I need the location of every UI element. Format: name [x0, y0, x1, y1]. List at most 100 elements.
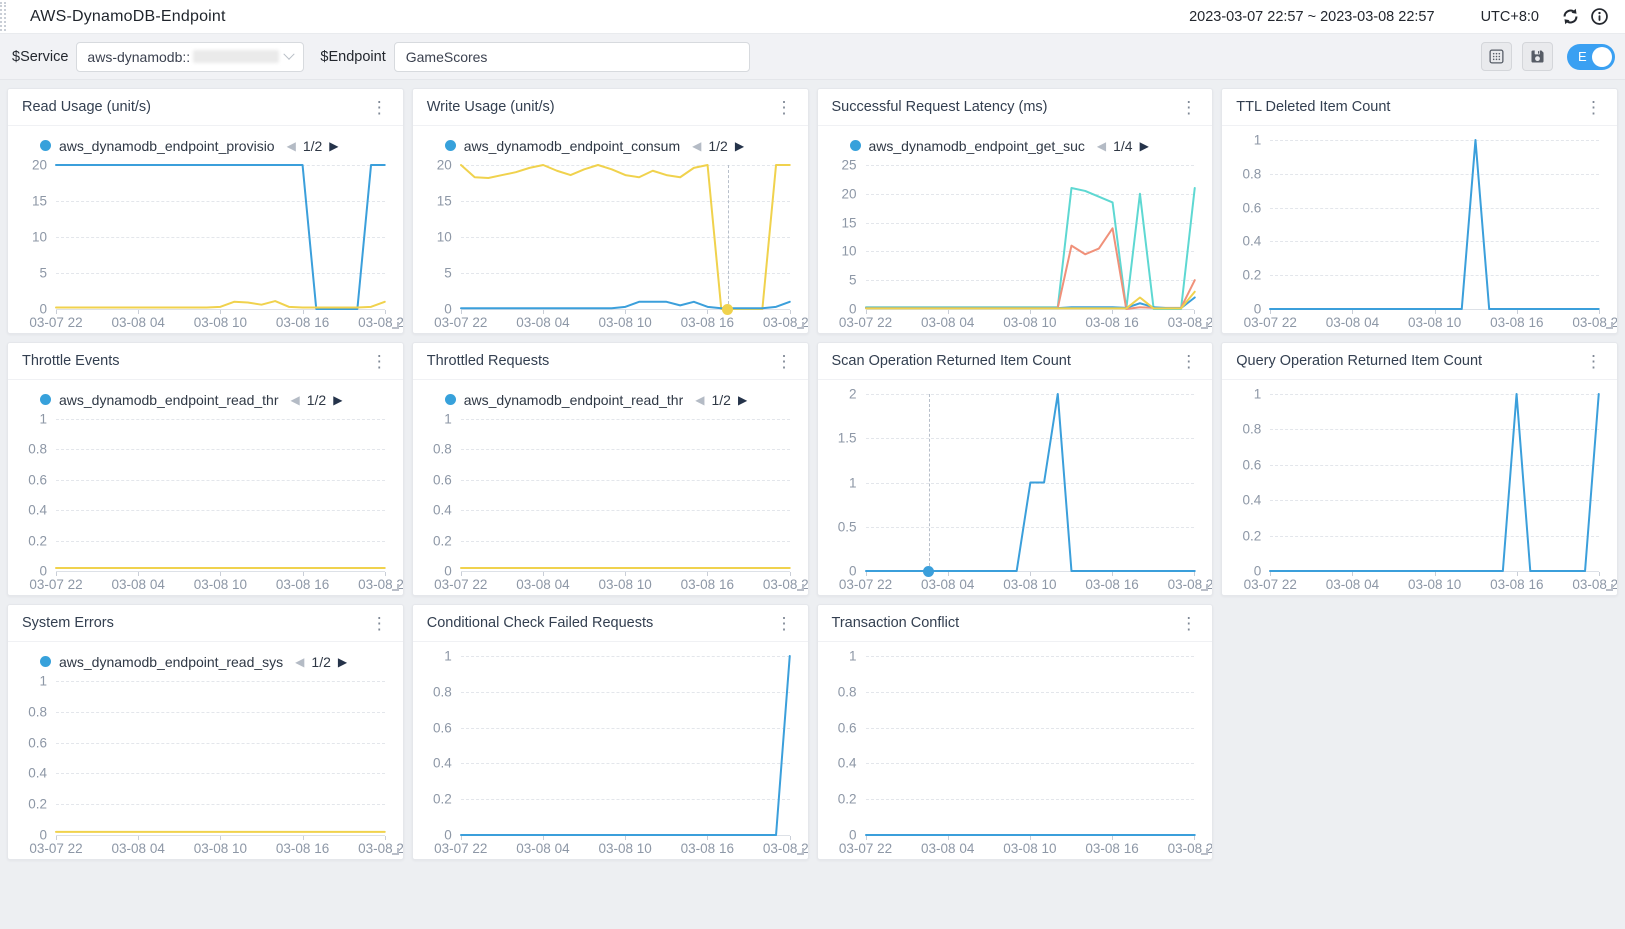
x-axis-label: 03-08 04 [1325, 577, 1380, 592]
series-plot [461, 656, 790, 835]
legend-next-icon[interactable]: ▶ [734, 138, 745, 153]
y-axis-label: 0 [444, 301, 452, 317]
legend-next-icon[interactable]: ▶ [737, 392, 748, 407]
x-tick-mark [1270, 310, 1272, 314]
save-button[interactable] [1522, 42, 1553, 71]
x-tick-mark [1029, 310, 1031, 314]
legend-series-label[interactable]: aws_dynamodb_endpoint_consum [463, 137, 681, 154]
legend-prev-icon[interactable]: ◀ [295, 654, 305, 669]
legend-prev-icon[interactable]: ◀ [695, 392, 705, 407]
resize-handle[interactable] [391, 584, 399, 591]
gridline [56, 711, 385, 713]
endpoint-input[interactable] [393, 41, 750, 72]
legend-series-dot[interactable] [40, 656, 51, 667]
legend-next-icon[interactable]: ▶ [329, 138, 339, 153]
x-axis-label: 03-08 10 [193, 841, 248, 856]
legend-series-label[interactable]: aws_dynamodb_endpoint_get_suc [868, 137, 1085, 154]
panel: Read Usage (unit/s) ⋮ aws_dynamodb_endpoin… [7, 88, 404, 334]
x-tick-mark [789, 836, 791, 840]
gridline [1270, 535, 1599, 537]
panel: Conditional Check Failed Requests ⋮ 1 0.8 0.… [411, 604, 809, 860]
legend-next-icon[interactable]: ▶ [337, 654, 348, 669]
x-tick-mark [1112, 572, 1114, 576]
service-select[interactable]: aws-dynamodb:: [76, 41, 305, 72]
plot-area[interactable]: 1 0.8 0.6 0.4 0.2 0 [28, 674, 385, 843]
legend-series-label[interactable]: aws_dynamodb_endpoint_read_sys [59, 653, 284, 670]
x-tick-mark [220, 310, 222, 314]
info-icon[interactable] [1590, 7, 1609, 26]
legend-series-dot[interactable] [40, 140, 51, 151]
legend-prev-icon[interactable]: ◀ [692, 138, 702, 153]
panel-menu-icon[interactable]: ⋮ [775, 613, 793, 633]
legend: aws_dynamodb_endpoint_read_sys ◀ 1/2 ▶ [14, 649, 393, 674]
gridline [1270, 394, 1599, 395]
y-axis-label: 0.2 [28, 796, 47, 812]
legend-next-icon[interactable]: ▶ [1139, 138, 1149, 153]
panel-menu-icon[interactable]: ⋮ [370, 97, 388, 117]
plot-area[interactable]: 1 0.8 0.6 0.4 0.2 0 [433, 412, 790, 579]
panel-header: Query Operation Returned Item Count ⋮ [1222, 343, 1617, 380]
plot-area[interactable]: 25 20 15 10 5 0 [841, 158, 1195, 317]
x-axis-label: 03-08 22 [1167, 315, 1214, 330]
edit-toggle-knob [1592, 46, 1612, 67]
panel-menu-icon[interactable]: ⋮ [370, 351, 388, 371]
legend-prev-icon[interactable]: ◀ [1096, 138, 1107, 153]
resize-handle[interactable] [391, 848, 399, 855]
panel-menu-icon[interactable]: ⋮ [1180, 351, 1198, 371]
plot-area[interactable]: 1 0.8 0.6 0.4 0.2 0 [28, 412, 385, 579]
sidebar-handle[interactable] [0, 2, 6, 31]
legend-series-label[interactable]: aws_dynamodb_endpoint_read_thr [59, 391, 279, 408]
plot-area[interactable]: 1 0.8 0.6 0.4 0.2 0 [838, 649, 1195, 843]
series-plot [56, 419, 385, 571]
panel-menu-icon[interactable]: ⋮ [775, 351, 793, 371]
resize-handle[interactable] [796, 848, 804, 855]
resize-handle[interactable] [391, 322, 399, 329]
panel-menu-icon[interactable]: ⋮ [775, 97, 793, 117]
resize-handle[interactable] [1606, 322, 1613, 329]
gridline [460, 449, 790, 451]
x-axis-label: 03-08 16 [275, 841, 330, 856]
gridline [56, 742, 385, 744]
legend-prev-icon[interactable]: ◀ [286, 138, 296, 153]
series-line-yellow [56, 301, 385, 307]
plot-area[interactable]: 2 1.5 1 0.5 0 [838, 387, 1195, 579]
legend-series-dot[interactable] [849, 140, 861, 151]
legend-series-label[interactable]: aws_dynamodb_endpoint_provisio [59, 137, 275, 154]
y-axis-label: 0.8 [1242, 421, 1262, 437]
resize-handle[interactable] [1606, 584, 1613, 591]
panel-menu-icon[interactable]: ⋮ [370, 613, 388, 633]
legend-series-dot[interactable] [444, 140, 456, 151]
panel-body: 1 0.8 0.6 0.4 0.2 0 03-07 22 03-08 04 03-08 10 03… [413, 642, 808, 859]
gridline [1270, 173, 1599, 175]
gridline [56, 540, 385, 542]
plot-area[interactable]: 20 15 10 5 0 [32, 158, 385, 317]
legend-prev-icon[interactable]: ◀ [290, 392, 300, 407]
panel-menu-icon[interactable]: ⋮ [1180, 613, 1198, 633]
plot-area[interactable]: 1 0.8 0.6 0.4 0.2 0 [1242, 133, 1599, 317]
resize-handle[interactable] [1201, 322, 1209, 329]
plot-area[interactable]: 20 15 10 5 0 [437, 158, 790, 317]
panel-menu-icon[interactable]: ⋮ [1180, 97, 1198, 117]
resize-handle[interactable] [796, 584, 804, 591]
plot-area[interactable]: 1 0.8 0.6 0.4 0.2 0 [1242, 387, 1599, 579]
resize-handle[interactable] [1201, 584, 1209, 591]
resize-handle[interactable] [1201, 848, 1209, 855]
panel-menu-icon[interactable]: ⋮ [1585, 97, 1602, 117]
refresh-icon[interactable] [1561, 7, 1580, 26]
legend-series-dot[interactable] [444, 394, 456, 405]
legend-next-icon[interactable]: ▶ [333, 392, 343, 407]
panel-menu-icon[interactable]: ⋮ [1585, 351, 1602, 371]
y-axis-label: 0.4 [837, 755, 857, 771]
timezone[interactable]: UTC+8:0 [1480, 8, 1539, 25]
time-range[interactable]: 2023-03-07 22:57 ~ 2023-03-08 22:57 [1189, 8, 1435, 25]
x-axis-label: 03-08 10 [1003, 577, 1057, 592]
grid-layout-button[interactable] [1481, 42, 1512, 71]
legend-series-dot[interactable] [40, 394, 51, 405]
resize-handle[interactable] [796, 322, 804, 329]
edit-toggle[interactable]: E [1567, 43, 1615, 70]
plot-area[interactable]: 1 0.8 0.6 0.4 0.2 0 [433, 649, 790, 843]
x-tick-mark [138, 572, 140, 576]
y-axis-label: 0.2 [432, 533, 452, 549]
x-tick-mark [707, 572, 709, 576]
legend-series-label[interactable]: aws_dynamodb_endpoint_read_thr [463, 391, 684, 408]
